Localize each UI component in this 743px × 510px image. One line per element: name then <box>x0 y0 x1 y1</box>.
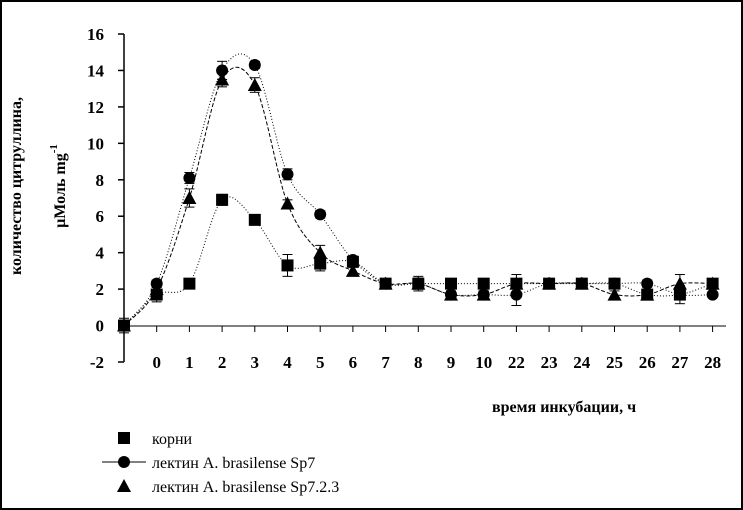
y-tick-label: 2 <box>96 280 105 299</box>
data-point <box>477 277 490 290</box>
y-tick-label: -2 <box>90 353 104 372</box>
data-point <box>673 288 686 301</box>
y-tick-label: 4 <box>96 244 105 263</box>
x-tick-label: 1 <box>185 353 194 372</box>
x-tick-label: 4 <box>283 353 292 372</box>
data-point <box>672 276 687 290</box>
x-tick-label: 8 <box>414 353 423 372</box>
data-point <box>281 168 294 181</box>
legend-item: лектин A. brasilense Sp7.2.3 <box>117 479 339 496</box>
data-point <box>313 245 328 259</box>
data-point <box>345 263 360 277</box>
data-point <box>476 287 491 301</box>
legend: корни лектин A. brasilense Sp7 лектин A. b… <box>102 431 339 496</box>
x-tick-label: 25 <box>606 353 623 372</box>
data-point <box>608 277 621 290</box>
x-tick-label: 2 <box>218 353 227 372</box>
legend-label: корни <box>152 431 193 448</box>
legend-label: лектин A. brasilense Sp7.2.3 <box>152 479 339 496</box>
x-tick-label: 9 <box>447 353 456 372</box>
x-tick-label: 10 <box>475 353 492 372</box>
data-point <box>216 64 229 77</box>
data-point <box>346 253 359 266</box>
y-tick-label: 12 <box>87 98 104 117</box>
data-point <box>280 196 295 210</box>
data-point <box>378 276 393 290</box>
data-point <box>248 58 261 71</box>
data-point <box>641 277 654 290</box>
data-point <box>705 276 720 290</box>
legend-item: лектин A. brasilense Sp7 <box>102 455 315 472</box>
data-point <box>149 282 164 296</box>
data-point <box>510 288 523 301</box>
data-point <box>215 72 230 86</box>
x-tick-label: 6 <box>349 353 358 372</box>
y-axis-unit-exponent: -1 <box>48 144 60 153</box>
x-tick-label: 3 <box>251 353 260 372</box>
y-axis-title: количество цитруллина, µМоль mg-1 <box>8 97 69 275</box>
y-tick-label: 6 <box>96 207 105 226</box>
data-point <box>216 193 229 206</box>
x-tick-label: 5 <box>316 353 325 372</box>
data-point <box>444 287 458 301</box>
data-point <box>706 288 719 301</box>
data-point <box>182 191 197 204</box>
data-point <box>281 259 294 272</box>
y-tick-label: 14 <box>87 61 105 80</box>
series-triangle <box>117 66 720 332</box>
data-point <box>411 276 426 290</box>
series-line <box>123 66 713 326</box>
series-line <box>123 53 713 326</box>
legend-marker <box>118 432 130 444</box>
x-tick-label: 24 <box>573 353 591 372</box>
data-point <box>574 276 589 290</box>
data-point <box>117 318 131 332</box>
y-axis-title-line1: количество цитруллина, <box>8 97 25 275</box>
y-axis-ticks: 16 14 12 10 8 6 4 2 0 -2 <box>87 25 124 372</box>
x-tick-label: 28 <box>704 353 721 372</box>
data-point <box>314 208 327 221</box>
data-point <box>445 277 457 290</box>
x-tick-label: 7 <box>381 353 390 372</box>
legend-item: корни <box>118 431 193 448</box>
legend-marker <box>118 456 130 468</box>
data-point <box>509 276 524 290</box>
y-tick-label: 16 <box>87 25 104 44</box>
data-point <box>248 213 261 226</box>
data-point <box>247 78 262 92</box>
x-tick-label: 27 <box>671 353 689 372</box>
x-tick-label: 22 <box>508 353 525 372</box>
data-point <box>183 171 196 184</box>
data-point <box>542 276 557 290</box>
data-point <box>640 287 655 301</box>
data-point <box>314 257 327 270</box>
x-tick-label: 23 <box>541 353 558 372</box>
x-axis-title: время инкубации, ч <box>492 399 636 416</box>
x-tick-label: 26 <box>639 353 656 372</box>
legend-marker <box>117 479 131 492</box>
y-axis-unit: µМоль mg <box>52 153 69 228</box>
series-layer <box>117 53 720 334</box>
y-tick-label: 0 <box>96 317 105 336</box>
data-point <box>183 277 196 290</box>
data-point <box>607 287 622 301</box>
legend-label: лектин A. brasilense Sp7 <box>152 455 315 472</box>
y-tick-label: 8 <box>96 171 105 190</box>
y-tick-label: 10 <box>87 134 104 153</box>
y-axis-title-line2: µМоль mg-1 <box>48 144 69 228</box>
x-tick-label: 0 <box>152 353 161 372</box>
